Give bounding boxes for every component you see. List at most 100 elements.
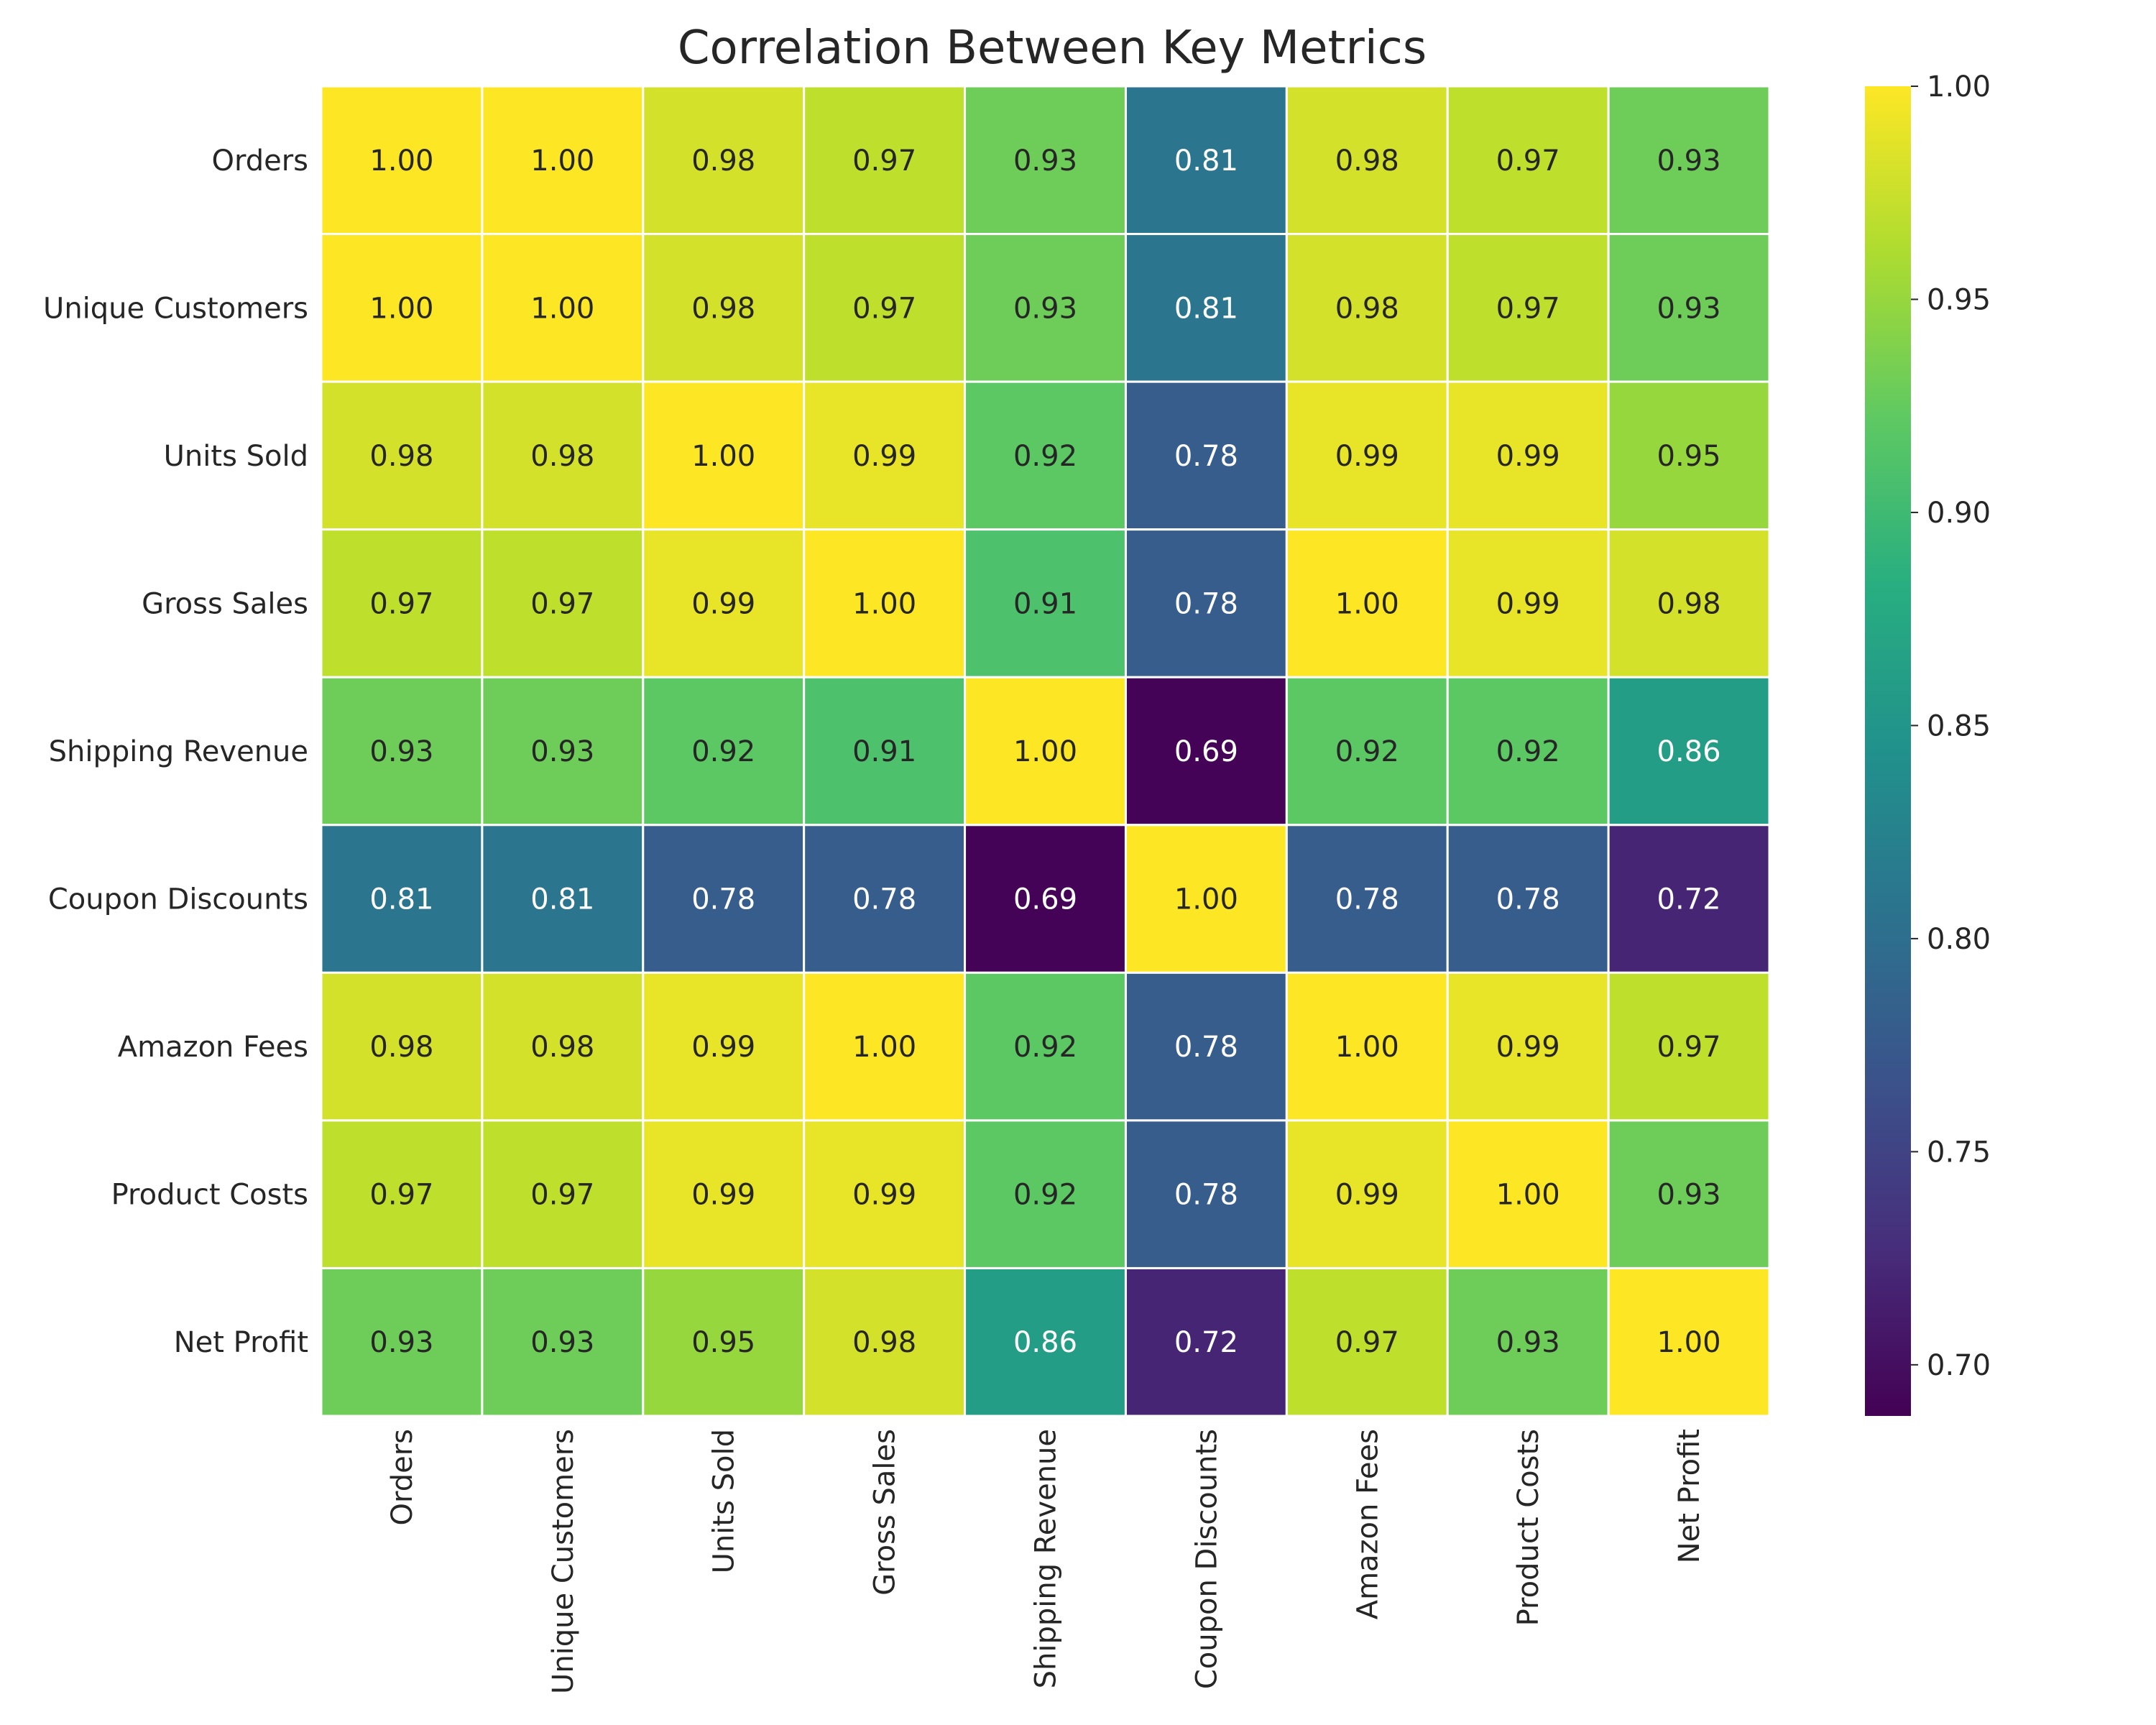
cell-value-label: 0.92 [1496, 735, 1560, 768]
cell-value-label: 0.81 [530, 883, 594, 916]
x-tick-label: Unique Customers [547, 1429, 580, 1694]
heatmap-cell [1607, 380, 1771, 531]
cell-value-label: 1.00 [530, 292, 594, 325]
colorbar-tick-label: 0.90 [1927, 497, 1991, 530]
heatmap-cell [803, 1119, 967, 1269]
cell-value-label: 0.93 [1013, 144, 1077, 178]
heatmap-cell [1607, 1266, 1771, 1417]
cell-value-label: 1.00 [1335, 587, 1399, 620]
heatmap-cell [1124, 824, 1288, 974]
cell-value-label: 0.78 [1174, 440, 1238, 473]
cell-value-label: 0.93 [530, 735, 594, 768]
cell-value-label: 0.97 [1657, 1031, 1721, 1064]
heatmap-cell [642, 1266, 806, 1417]
cell-value-label: 0.78 [1174, 587, 1238, 620]
cell-value-label: 0.99 [852, 1179, 916, 1212]
heatmap-cell [1446, 233, 1610, 383]
cell-value-label: 0.99 [691, 587, 755, 620]
colorbar-gradient [1865, 86, 1911, 1416]
x-axis-tick-labels: Orders Unique Customers Units Sold Gross Sa… [386, 1429, 1706, 1694]
cell-value-label: 0.93 [369, 1326, 433, 1359]
heatmap-cell [481, 676, 645, 827]
cell-value-label: 0.93 [1657, 1179, 1721, 1212]
x-tick-label: Amazon Fees [1351, 1429, 1384, 1619]
cell-value-label: 0.93 [1496, 1326, 1560, 1359]
colorbar-tick-label: 0.95 [1927, 283, 1991, 316]
cell-value-label: 0.98 [530, 1031, 594, 1064]
cell-value-label: 0.81 [1174, 144, 1238, 178]
cell-value-label: 0.98 [369, 1031, 433, 1064]
heatmap-cell [481, 528, 645, 678]
heatmap-cell [1607, 824, 1771, 974]
y-tick-label: Shipping Revenue [49, 735, 308, 768]
heatmap-cell [803, 528, 967, 678]
cell-value-label: 0.98 [1335, 292, 1399, 325]
cell-value-label: 0.98 [1335, 144, 1399, 178]
cell-value-label: 0.98 [1657, 587, 1721, 620]
cell-value-label: 0.91 [1013, 587, 1077, 620]
heatmap-cell [1607, 233, 1771, 383]
heatmap-cell [1446, 528, 1610, 678]
cell-value-label: 0.72 [1657, 883, 1721, 916]
cell-value-label: 0.97 [1496, 144, 1560, 178]
y-tick-label: Coupon Discounts [48, 883, 308, 916]
cell-value-label: 0.92 [1335, 735, 1399, 768]
heatmap-cell [1285, 1266, 1449, 1417]
cell-value-label: 1.00 [369, 292, 433, 325]
cell-value-label: 0.99 [1335, 1179, 1399, 1212]
heatmap-cell [1285, 971, 1449, 1122]
cell-value-label: 0.99 [1335, 440, 1399, 473]
heatmap-cell [320, 971, 484, 1122]
heatmap-cell [803, 380, 967, 531]
x-tick-label: Units Sold [708, 1429, 741, 1573]
y-tick-label: Unique Customers [43, 292, 308, 325]
heatmap-cell [642, 380, 806, 531]
heatmap-cell [481, 380, 645, 531]
x-tick-label: Shipping Revenue [1030, 1429, 1063, 1688]
y-tick-label: Product Costs [111, 1179, 308, 1212]
cell-value-label: 1.00 [1335, 1031, 1399, 1064]
colorbar-tick-label: 0.75 [1927, 1136, 1991, 1169]
cell-value-label: 1.00 [1496, 1179, 1560, 1212]
cell-value-label: 0.98 [691, 292, 755, 325]
cell-value-label: 0.91 [852, 735, 916, 768]
x-tick-label: Product Costs [1512, 1429, 1545, 1626]
cell-value-label: 0.78 [1174, 1179, 1238, 1212]
cell-value-label: 0.98 [530, 440, 594, 473]
heatmap-cells [320, 85, 1771, 1417]
y-axis-tick-labels: Orders Unique Customers Units Sold Gross Sa… [43, 144, 308, 1359]
cell-value-label: 0.78 [691, 883, 755, 916]
heatmap-cell [320, 380, 484, 531]
heatmap-cell [642, 676, 806, 827]
heatmap-cell [803, 824, 967, 974]
cell-value-label: 0.78 [1174, 1031, 1238, 1064]
heatmap-cell [320, 1266, 484, 1417]
cell-value-label: 0.92 [1013, 1179, 1077, 1212]
heatmap-cell [320, 1119, 484, 1269]
cell-value-label: 0.99 [691, 1031, 755, 1064]
heatmap-cell [1607, 528, 1771, 678]
x-tick-label: Gross Sales [869, 1429, 902, 1596]
cell-value-label: 1.00 [530, 144, 594, 178]
heatmap-cell [481, 1266, 645, 1417]
cell-value-label: 0.97 [1496, 292, 1560, 325]
heatmap-cell [642, 824, 806, 974]
heatmap-cell [642, 85, 806, 236]
cell-value-label: 0.92 [1013, 1031, 1077, 1064]
cell-value-label: 0.99 [1496, 587, 1560, 620]
cell-value-label: 0.86 [1657, 735, 1721, 768]
heatmap-cell [1285, 380, 1449, 531]
cell-value-label: 1.00 [1174, 883, 1238, 916]
cell-value-label: 1.00 [691, 440, 755, 473]
cell-value-label: 0.72 [1174, 1326, 1238, 1359]
heatmap-cell [320, 528, 484, 678]
chart-title: Correlation Between Key Metrics [678, 22, 1427, 75]
x-tick-label: Orders [386, 1429, 419, 1526]
colorbar-tick-label: 0.70 [1927, 1349, 1991, 1382]
heatmap-cell [964, 380, 1127, 531]
heatmap-cell [803, 85, 967, 236]
cell-value-label: 0.97 [530, 1179, 594, 1212]
y-tick-label: Gross Sales [142, 587, 308, 620]
heatmap-cell [803, 1266, 967, 1417]
cell-value-label: 1.00 [852, 1031, 916, 1064]
